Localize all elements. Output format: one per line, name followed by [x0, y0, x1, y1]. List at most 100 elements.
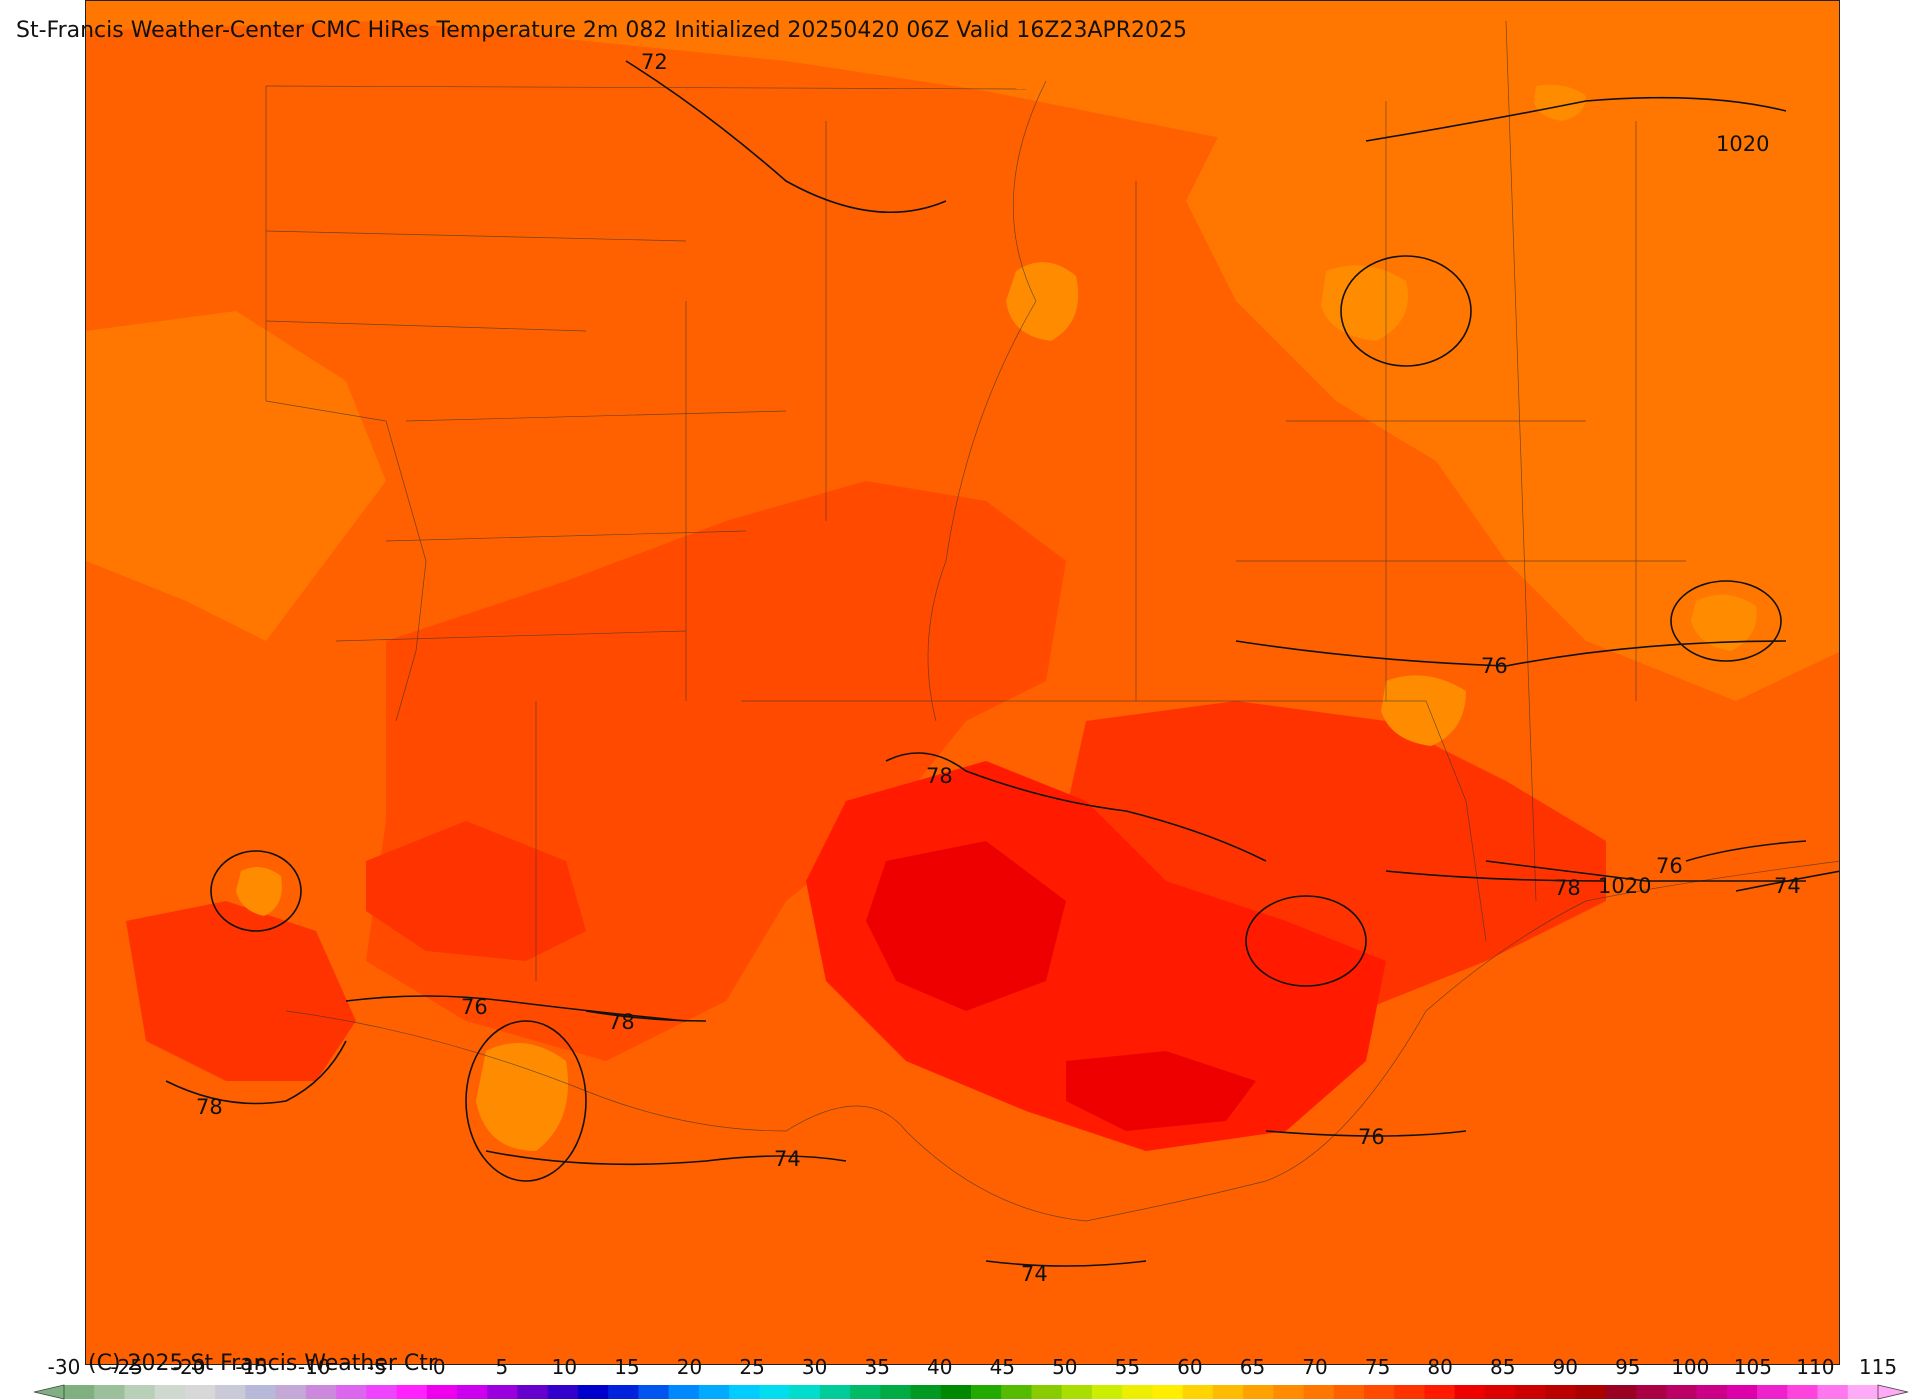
temperature-map: 72 1020 76 78 1020 76 78 74 76 78 78 74 … — [85, 0, 1840, 1365]
colorbar-cell — [668, 1385, 700, 1399]
map-title: St-Francis Weather-Center CMC HiRes Temp… — [16, 18, 1188, 43]
county-lines-a — [265, 101, 1686, 981]
colorbar-cell — [1212, 1385, 1244, 1399]
state-border-north — [265, 85, 1027, 90]
colorbar-cell — [1122, 1385, 1153, 1399]
contour-74-south — [985, 1260, 1147, 1267]
colorbar-cell — [1364, 1385, 1395, 1399]
colorbar-tick-label: -10 — [298, 1355, 331, 1379]
colorbar-cell — [850, 1385, 881, 1399]
colorbar-cell — [1454, 1385, 1486, 1399]
colorbar-cell — [1061, 1385, 1093, 1399]
contour-74-east — [1735, 870, 1839, 892]
contour-76-se — [1685, 840, 1807, 862]
colorbar-cell — [396, 1385, 428, 1399]
contour-74-gulf — [485, 1150, 847, 1166]
contour-label-1020-north: 1020 — [1716, 132, 1769, 156]
colorbar-tick-label: 65 — [1240, 1355, 1265, 1379]
colorbar-tick-label: 85 — [1490, 1355, 1515, 1379]
colorbar-cell — [487, 1385, 518, 1399]
contour-label-78-central: 78 — [926, 764, 953, 788]
colorbar-cell — [517, 1385, 549, 1399]
colorbar-cell — [154, 1385, 186, 1399]
colorbar-cell — [1394, 1385, 1425, 1399]
contour-ring-west — [210, 850, 302, 932]
colorbar-tick-label: 80 — [1427, 1355, 1452, 1379]
contour-label-76-sw: 76 — [461, 995, 488, 1019]
colorbar-cell — [124, 1385, 156, 1399]
colorbar-cell — [1515, 1385, 1546, 1399]
colorbar-cell — [305, 1385, 337, 1399]
contour-1020-east — [1485, 860, 1806, 882]
colorbar-cell — [1666, 1385, 1698, 1399]
colorbar-cell — [1575, 1385, 1607, 1399]
colorbar-tick-label: 15 — [614, 1355, 639, 1379]
colorbar-cell — [1484, 1385, 1516, 1399]
contour-label-78-se: 78 — [1554, 876, 1581, 900]
river-mississippi — [927, 80, 1047, 722]
contour-78-central — [885, 752, 1267, 862]
contour-76-sw — [345, 995, 687, 1022]
colorbar-tick-label: 25 — [739, 1355, 764, 1379]
colorbar-cell — [184, 1385, 216, 1399]
colorbar-cell — [1152, 1385, 1184, 1399]
contour-78-sw — [585, 1010, 707, 1022]
temp-zone-orange-northeast — [1186, 81, 1839, 701]
colorbar-cell — [1847, 1385, 1879, 1399]
colorbar-tick-label: 110 — [1796, 1355, 1834, 1379]
colorbar-cell — [457, 1385, 488, 1399]
temp-zone-warm-spot-4 — [476, 1043, 568, 1151]
temp-zone-orange-west — [86, 311, 386, 641]
contour-label-76-gulf: 76 — [1358, 1125, 1385, 1149]
colorbar-tick-label: 55 — [1115, 1355, 1140, 1379]
colorbar-cell — [245, 1385, 277, 1399]
contour-78-w — [165, 1040, 347, 1105]
temperature-colorbar: -30 -25 -20 -15 -10 -5 0 5 10 15 20 25 30 35 40 45 50 55 6… — [33, 1355, 1909, 1400]
temp-zone-warm-spot-1 — [1006, 262, 1079, 341]
colorbar-cell — [910, 1385, 942, 1399]
contour-76-gulf — [1265, 1130, 1467, 1137]
colorbar-arrow-left — [33, 1384, 65, 1400]
colorbar-cell — [1031, 1385, 1063, 1399]
colorbar-cell — [1726, 1385, 1758, 1399]
colorbar-tick-label: 105 — [1734, 1355, 1772, 1379]
colorbar-cell — [1696, 1385, 1728, 1399]
contour-1020-north — [1365, 96, 1787, 142]
colorbar-cell — [729, 1385, 760, 1399]
colorbar-tick-label: 35 — [864, 1355, 889, 1379]
colorbar-cell — [638, 1385, 670, 1399]
colorbar-tick-label: -25 — [110, 1355, 143, 1379]
colorbar-tick-label: 40 — [927, 1355, 952, 1379]
colorbar-tick-label: 50 — [1052, 1355, 1077, 1379]
colorbar-cell — [1273, 1385, 1305, 1399]
colorbar-cell — [426, 1385, 458, 1399]
colorbar-cell — [819, 1385, 851, 1399]
colorbar-cell — [789, 1385, 821, 1399]
contour-label-78-w: 78 — [196, 1095, 223, 1119]
temp-zone-darkred-core — [866, 841, 1066, 1011]
colorbar-tick-label: -15 — [235, 1355, 268, 1379]
contour-label-78-sw: 78 — [608, 1010, 635, 1034]
temp-zone-red-sw — [366, 821, 586, 961]
temp-zone-warm-spot-3 — [1381, 675, 1466, 746]
contour-layer — [165, 60, 1839, 1267]
colorbar-tick-label: -20 — [173, 1355, 206, 1379]
contour-label-76-east: 76 — [1481, 654, 1508, 678]
colorbar-tick-label: 90 — [1552, 1355, 1577, 1379]
colorbar-tick-label: 100 — [1671, 1355, 1709, 1379]
contour-ring-east — [1340, 255, 1472, 367]
colorbar-cell — [1605, 1385, 1637, 1399]
temp-zone-darkred-south — [1066, 1051, 1256, 1131]
colorbar-tick-label: -30 — [48, 1355, 81, 1379]
contour-label-76-se: 76 — [1656, 854, 1683, 878]
colorbar-cell — [1001, 1385, 1032, 1399]
colorbar-tick-label: 45 — [990, 1355, 1015, 1379]
colorbar-cell — [215, 1385, 246, 1399]
colorbar-cell — [1091, 1385, 1123, 1399]
temp-zone-red-west — [126, 901, 356, 1081]
colorbar-tick-label: 95 — [1615, 1355, 1640, 1379]
state-border-ok-ar — [265, 400, 427, 722]
contour-label-74-gulf: 74 — [774, 1147, 801, 1171]
colorbar-cells — [64, 1385, 1879, 1399]
colorbar-cell — [64, 1385, 95, 1399]
